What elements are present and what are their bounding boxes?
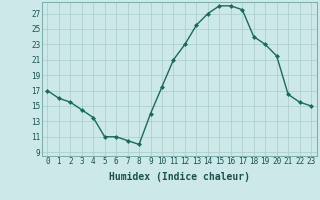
X-axis label: Humidex (Indice chaleur): Humidex (Indice chaleur)	[109, 172, 250, 182]
